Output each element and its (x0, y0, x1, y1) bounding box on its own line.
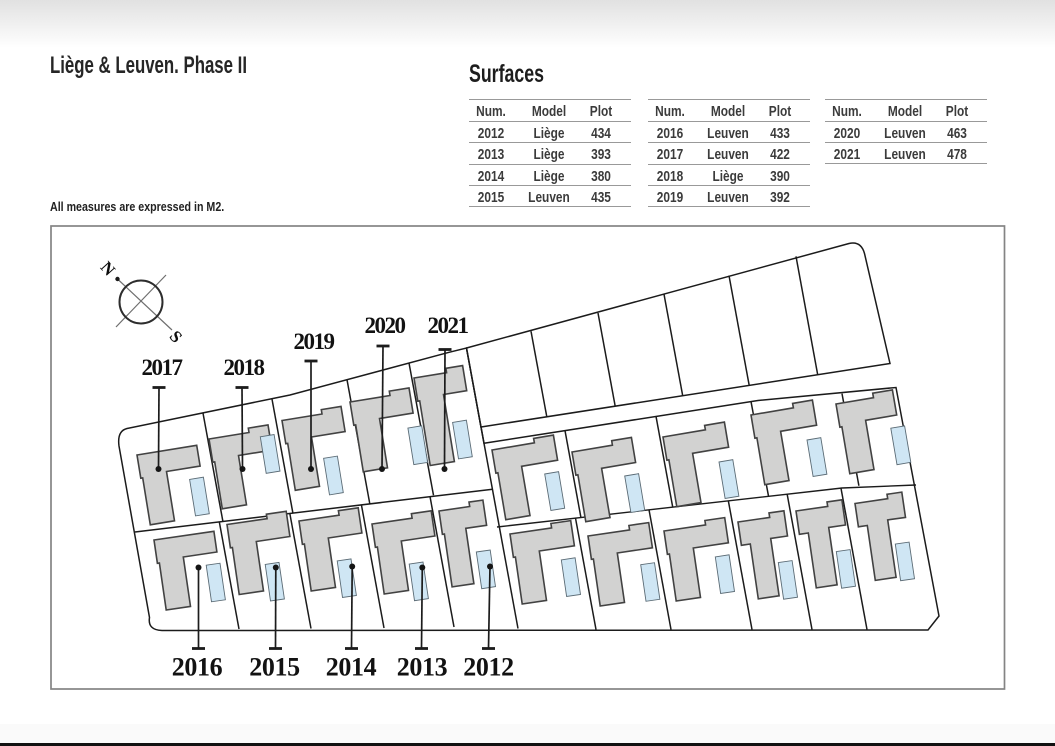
svg-text:2018: 2018 (224, 355, 265, 380)
svg-text:2017: 2017 (142, 355, 183, 380)
svg-text:2013: 2013 (397, 653, 448, 682)
svg-text:2012: 2012 (463, 653, 513, 682)
svg-text:2015: 2015 (249, 653, 300, 682)
svg-text:2020: 2020 (365, 313, 406, 338)
svg-text:2021: 2021 (428, 313, 469, 338)
svg-text:2014: 2014 (326, 653, 377, 682)
svg-text:2019: 2019 (294, 329, 335, 354)
svg-text:2016: 2016 (172, 653, 223, 682)
